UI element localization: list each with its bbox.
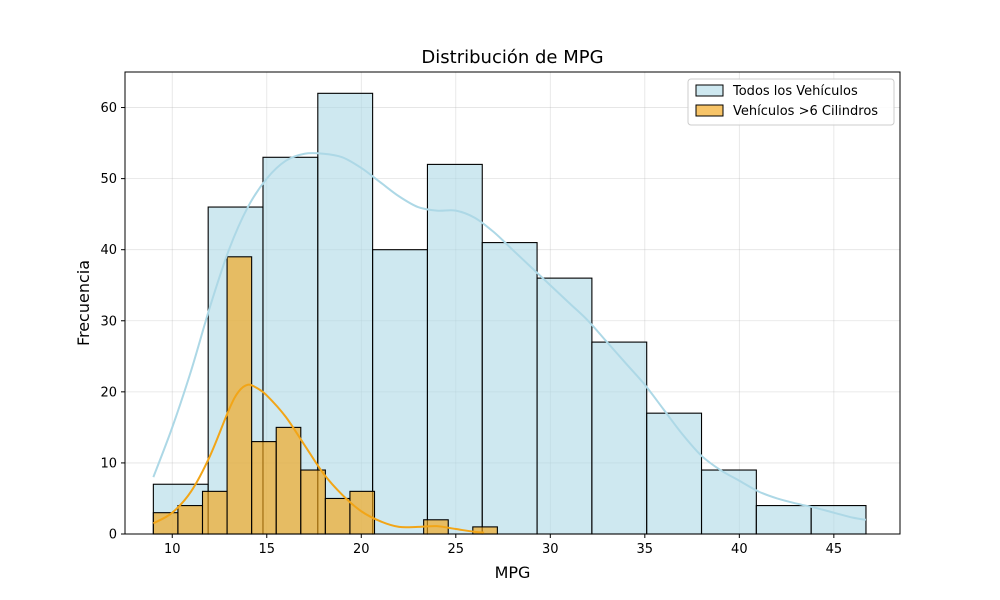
legend-swatch-over-six-cylinders — [695, 104, 724, 117]
legend-box — [687, 78, 895, 126]
kde-line-over-six-cylinders — [152, 383, 485, 534]
bar-all-vehicles — [755, 505, 812, 535]
bar-all-vehicles — [536, 277, 593, 535]
bar-all-vehicles — [646, 412, 703, 535]
bar-over-six-cylinders — [201, 490, 228, 535]
bar-all-vehicles — [591, 341, 648, 535]
bar-all-vehicles — [426, 163, 483, 535]
x-tick-label: 30 — [542, 542, 559, 557]
bar-over-six-cylinders — [300, 469, 326, 535]
x-tick-label: 45 — [826, 542, 843, 557]
bar-over-six-cylinders — [226, 256, 253, 535]
bar-over-six-cylinders — [152, 512, 179, 535]
bar-all-vehicles — [700, 469, 757, 535]
y-tick-label: 40 — [100, 243, 117, 258]
x-tick-label: 40 — [731, 542, 748, 557]
legend-label-all-vehicles: Todos los Vehículos — [732, 84, 858, 99]
bar-over-six-cylinders — [251, 441, 277, 535]
x-tick-label: 25 — [448, 542, 465, 557]
x-tick-label: 35 — [637, 542, 654, 557]
legend-swatch-all-vehicles — [695, 84, 724, 97]
legend: Todos los Vehículos Vehículos >6 Cilindr… — [687, 78, 895, 126]
x-tick-label: 10 — [164, 542, 181, 557]
bar-over-six-cylinders — [324, 497, 351, 535]
bar-over-six-cylinders — [177, 505, 204, 535]
y-tick-label: 50 — [100, 172, 117, 187]
kde-line-all-vehicles — [152, 152, 867, 521]
y-tick-label: 20 — [100, 385, 117, 400]
y-tick-label: 60 — [100, 101, 117, 116]
x-tick-label: 15 — [258, 542, 275, 557]
chart-title: Distribución de MPG — [421, 47, 603, 68]
kde-curves — [152, 152, 867, 534]
plot-frame — [124, 71, 901, 535]
bar-all-vehicles — [317, 92, 374, 535]
y-tick-label: 30 — [100, 314, 117, 329]
bar-over-six-cylinders — [275, 426, 302, 535]
y-axis-title: Frecuencia — [74, 260, 93, 346]
bar-all-vehicles — [372, 249, 428, 535]
x-axis-title: MPG — [495, 563, 531, 582]
y-tick-label: 0 — [109, 528, 117, 543]
y-tick-label: 10 — [100, 456, 117, 471]
axis-ticks: 10 15 20 25 30 35 40 45 0 10 20 30 40 50 60 — [100, 101, 842, 557]
bar-all-vehicles — [481, 242, 538, 535]
legend-label-over-six-cylinders: Vehículos >6 Cilindros — [733, 104, 878, 119]
x-tick-label: 20 — [353, 542, 370, 557]
bars-over-six-cylinders — [152, 256, 498, 535]
